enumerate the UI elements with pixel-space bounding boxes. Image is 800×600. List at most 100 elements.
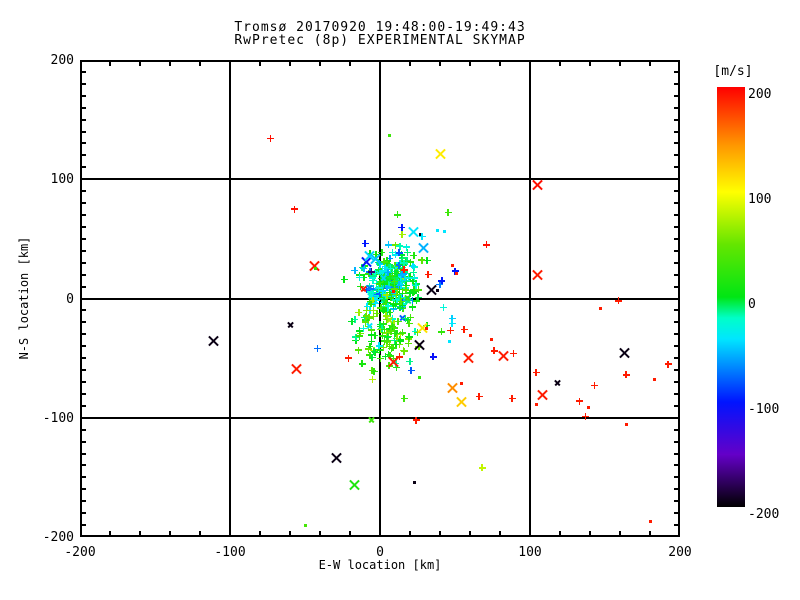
data-point bbox=[345, 354, 352, 362]
x-tick bbox=[229, 60, 231, 72]
data-point bbox=[399, 270, 407, 278]
data-point bbox=[393, 211, 401, 219]
data-point bbox=[291, 205, 298, 213]
data-point bbox=[412, 416, 420, 424]
data-point bbox=[403, 257, 411, 265]
data-point bbox=[370, 367, 378, 375]
data-point bbox=[267, 135, 274, 143]
data-point bbox=[419, 232, 422, 236]
x-tick bbox=[169, 60, 171, 66]
data-point bbox=[373, 296, 381, 304]
data-point bbox=[367, 300, 375, 308]
data-point bbox=[389, 323, 397, 331]
y-tick bbox=[80, 225, 86, 228]
data-point bbox=[435, 229, 439, 233]
y-tick bbox=[674, 345, 680, 348]
data-point bbox=[377, 285, 385, 293]
data-point bbox=[351, 315, 359, 323]
y-tick bbox=[80, 488, 86, 491]
data-point bbox=[537, 390, 548, 401]
data-point bbox=[376, 346, 384, 354]
data-point bbox=[414, 294, 422, 302]
data-point bbox=[508, 395, 516, 403]
data-point bbox=[400, 300, 408, 308]
x-tick bbox=[559, 531, 561, 537]
data-point bbox=[395, 281, 403, 289]
data-point bbox=[468, 333, 472, 337]
x-tick bbox=[169, 531, 171, 537]
data-point bbox=[387, 327, 395, 335]
data-point bbox=[399, 275, 407, 283]
data-point bbox=[409, 277, 417, 285]
y-tick bbox=[674, 488, 680, 491]
y-tick bbox=[80, 142, 86, 145]
data-point bbox=[385, 342, 393, 350]
y-tick bbox=[80, 178, 92, 181]
x-tick bbox=[289, 531, 291, 537]
data-point bbox=[373, 309, 381, 317]
data-point bbox=[410, 287, 418, 295]
data-point bbox=[392, 340, 400, 348]
data-point bbox=[653, 378, 656, 382]
data-point bbox=[624, 423, 628, 427]
data-point bbox=[409, 262, 417, 270]
data-point bbox=[398, 224, 406, 232]
data-point bbox=[367, 326, 375, 334]
y-tick bbox=[674, 70, 680, 73]
y-axis-label: N-S location [km] bbox=[17, 236, 31, 360]
data-point bbox=[303, 523, 307, 527]
data-point bbox=[380, 290, 388, 298]
data-point bbox=[403, 248, 411, 256]
y-tick bbox=[674, 512, 680, 515]
data-point bbox=[404, 294, 411, 301]
data-point bbox=[398, 329, 406, 337]
x-tick bbox=[439, 531, 441, 537]
data-point bbox=[411, 327, 419, 335]
x-tick bbox=[199, 531, 201, 537]
data-point bbox=[440, 303, 448, 311]
data-point bbox=[385, 279, 393, 287]
y-tick bbox=[674, 214, 680, 217]
y-tick bbox=[674, 118, 680, 121]
x-tick bbox=[469, 60, 471, 66]
data-point bbox=[385, 325, 393, 333]
data-point bbox=[356, 332, 364, 340]
data-point bbox=[390, 317, 398, 325]
x-tick bbox=[139, 531, 141, 537]
data-point bbox=[615, 297, 622, 305]
data-point bbox=[395, 261, 403, 269]
data-point bbox=[407, 366, 415, 374]
data-point bbox=[369, 296, 377, 304]
y-tick bbox=[80, 416, 92, 419]
data-point bbox=[378, 325, 386, 333]
data-point bbox=[383, 257, 391, 265]
data-point bbox=[410, 263, 418, 271]
data-point bbox=[314, 267, 317, 271]
data-point bbox=[370, 272, 378, 280]
x-tick bbox=[289, 60, 291, 66]
data-point bbox=[354, 346, 362, 354]
x-tick bbox=[259, 60, 261, 66]
data-point bbox=[409, 268, 417, 276]
y-tick bbox=[80, 154, 86, 157]
data-point bbox=[424, 271, 432, 279]
data-point bbox=[378, 267, 386, 275]
data-point bbox=[382, 300, 390, 308]
data-point bbox=[384, 351, 392, 359]
data-point bbox=[368, 417, 375, 424]
data-point bbox=[375, 289, 383, 297]
data-point bbox=[376, 321, 384, 329]
data-point bbox=[438, 277, 446, 285]
x-tick bbox=[439, 60, 441, 66]
y-tick bbox=[80, 500, 86, 503]
x-tick bbox=[499, 531, 501, 537]
data-point bbox=[406, 273, 414, 281]
y-tick bbox=[80, 357, 86, 360]
colorbar-tick-label: 200 bbox=[748, 87, 772, 102]
data-point bbox=[374, 284, 382, 292]
data-point bbox=[619, 348, 630, 359]
data-point bbox=[380, 258, 388, 266]
data-point bbox=[447, 327, 454, 335]
data-point bbox=[498, 350, 509, 361]
data-point bbox=[444, 208, 452, 216]
